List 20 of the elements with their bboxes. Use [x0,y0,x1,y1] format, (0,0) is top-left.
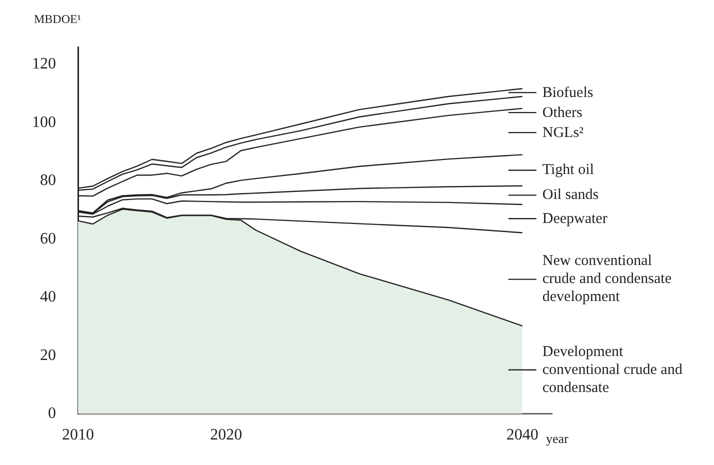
legend-label: Biofuels [542,84,594,102]
y-tick-label: 120 [32,56,56,73]
x-axis-title: year [546,430,568,448]
legend-label: Others [542,104,584,122]
legend-label: Development conventional crude and condensate [542,342,682,397]
x-tick-label: 2040 [506,426,538,444]
y-tick-label: 80 [40,172,56,190]
legend-label: New conventional crude and condensate development [542,252,672,306]
y-tick-label: 20 [40,346,56,364]
legend-label: NGLs² [542,124,585,142]
x-tick-label: 2010 [62,426,94,444]
legend-label: Deepwater [542,210,608,228]
y-tick-label: 40 [40,288,56,306]
y-tick-label: 100 [32,114,56,131]
x-tick-label: 2020 [210,426,242,444]
y-axis-title: MBDOE¹ [34,11,81,28]
legend-label: Tight oil [542,161,595,180]
y-tick-label: 0 [48,405,56,422]
legend-label: Oil sands [542,186,600,204]
y-tick-label: 60 [40,230,56,248]
